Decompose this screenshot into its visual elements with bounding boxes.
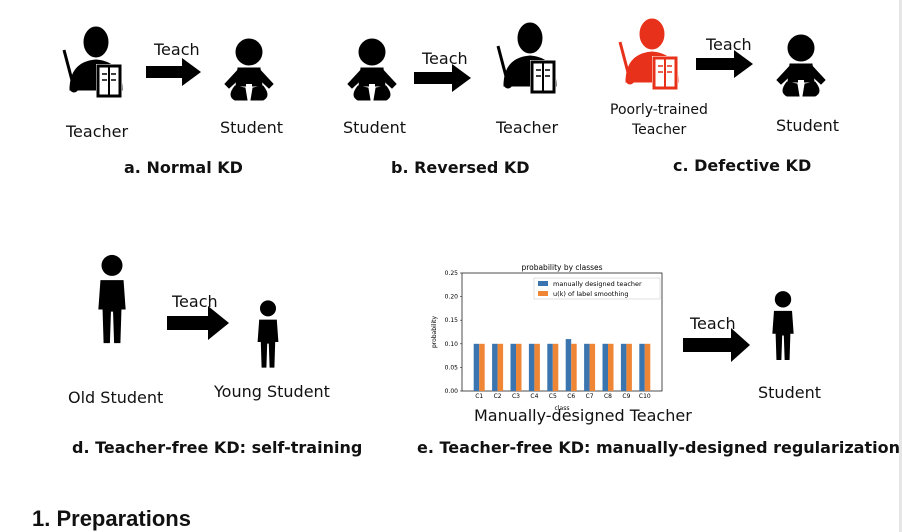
old-student-icon (98, 254, 126, 344)
manually-designed-teacher-label: Manually-designed Teacher (474, 406, 692, 425)
bar-teacher (528, 343, 535, 391)
bar-teacher (602, 343, 608, 391)
chart-title: probability by classes (521, 263, 602, 272)
student-baby-icon (347, 38, 397, 101)
bar-teacher (620, 343, 627, 391)
bar-teacher (510, 343, 516, 391)
bar-teacher (639, 343, 645, 391)
teach-arrow-icon (167, 306, 229, 340)
teach-label: Teach (172, 292, 218, 311)
x-tick-label: C5 (549, 393, 557, 400)
legend-swatch-smoothing (538, 291, 548, 296)
teacher-label: Teacher (66, 122, 129, 141)
x-tick-label: C9 (622, 393, 630, 400)
teach-arrow-icon (696, 50, 753, 78)
bar-smoothing (571, 343, 577, 391)
bar-smoothing (516, 343, 522, 391)
student-baby-icon (224, 38, 274, 101)
bar-smoothing (608, 343, 614, 391)
bar-smoothing (534, 343, 540, 391)
bar-teacher (547, 343, 553, 391)
x-tick-label: C2 (494, 393, 502, 400)
old-student-label: Old Student (68, 388, 164, 407)
x-tick-label: C10 (639, 393, 651, 400)
legend-label-smoothing: u(k) of label smoothing (553, 290, 629, 298)
bar-smoothing (479, 343, 485, 391)
young-student-icon (257, 300, 279, 368)
caption-manual-regularization: e. Teacher-free KD: manually-designed re… (417, 438, 900, 457)
y-tick-label: 0.05 (445, 364, 459, 371)
y-tick-label: 0.25 (445, 270, 459, 277)
y-tick-label: 0.00 (445, 388, 459, 395)
x-tick-label: C8 (604, 393, 612, 400)
caption-normal-kd: a. Normal KD (124, 158, 243, 177)
caption-reversed-kd: b. Reversed KD (391, 158, 530, 177)
teacher-label: Teacher (496, 118, 559, 137)
section-heading: 1. Preparations (32, 506, 191, 531)
legend-swatch-teacher (538, 281, 548, 286)
caption-self-training: d. Teacher-free KD: self-training (72, 438, 363, 457)
x-tick-label: C7 (586, 393, 594, 400)
teacher-label: Teacher (632, 122, 687, 138)
bar-teacher (584, 343, 590, 391)
x-tick-label: C1 (475, 393, 483, 400)
young-student-label: Young Student (214, 382, 330, 401)
chart-xlabel: class (555, 405, 570, 412)
y-tick-label: 0.15 (445, 317, 459, 324)
teach-arrow-icon (146, 58, 201, 86)
bar-smoothing (644, 343, 651, 391)
x-tick-label: C3 (512, 393, 520, 400)
x-tick-label: C4 (530, 393, 538, 400)
bar-teacher (565, 339, 572, 391)
teach-label: Teach (154, 40, 200, 59)
legend-box (533, 277, 661, 300)
poorly-trained-teacher-icon (618, 17, 680, 92)
y-tick-label: 0.20 (445, 294, 459, 301)
bar-teacher (492, 343, 498, 391)
teach-label: Teach (690, 314, 736, 333)
poorly-trained-label: Poorly-trained (610, 102, 708, 118)
student-baby-icon (776, 34, 826, 97)
x-tick-label: C6 (567, 393, 575, 400)
teach-label: Teach (706, 35, 752, 54)
bar-smoothing (589, 343, 596, 391)
chart-ylabel: probability (431, 316, 438, 348)
bar-smoothing (497, 343, 504, 391)
y-tick-label: 0.10 (445, 341, 459, 348)
bar-teacher (473, 343, 480, 391)
student-label: Student (758, 383, 821, 402)
teach-label: Teach (422, 49, 468, 68)
teach-arrow-icon (683, 328, 750, 362)
student-icon (772, 291, 794, 361)
legend-label-teacher: manually designed teacher (553, 280, 642, 288)
student-label: Student (776, 116, 839, 135)
bar-smoothing (626, 343, 632, 391)
teacher-icon (496, 21, 558, 96)
student-label: Student (343, 118, 406, 137)
caption-defective-kd: c. Defective KD (673, 156, 812, 175)
bar-chart: 0.00 0.05 0.10 0.15 0.20 0.25 C1 C2 C3 C4 C5 C6 C7 C… (431, 263, 663, 412)
scrollbar-track (899, 0, 902, 532)
teach-arrow-icon (414, 64, 471, 92)
teacher-icon (62, 25, 124, 100)
bar-smoothing (552, 343, 559, 391)
student-label: Student (220, 118, 283, 137)
